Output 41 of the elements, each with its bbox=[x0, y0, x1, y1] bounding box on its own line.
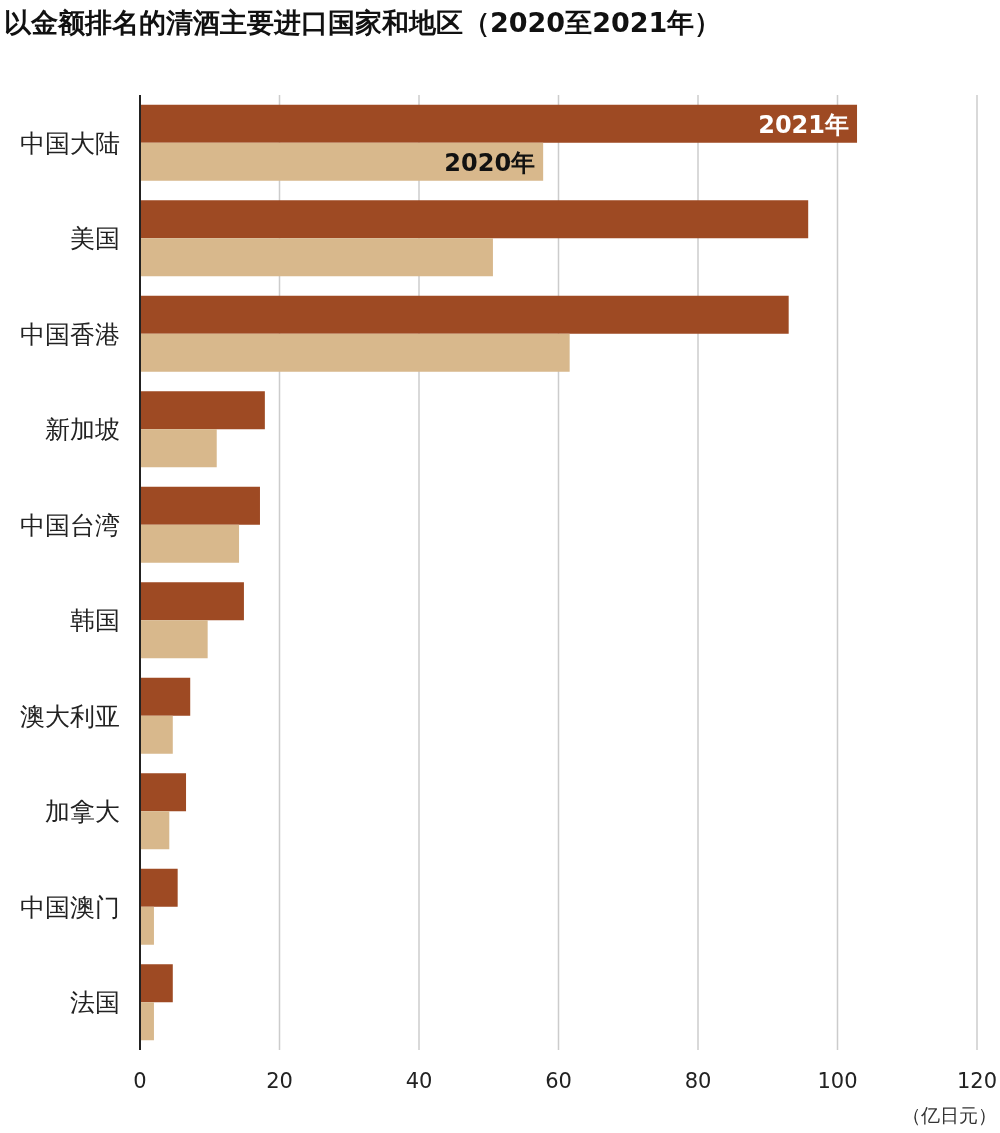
x-tick-label: 40 bbox=[405, 1069, 433, 1093]
bar bbox=[140, 429, 217, 468]
bar bbox=[140, 200, 809, 239]
y-tick-label: 法国 bbox=[70, 988, 120, 1018]
x-tick-label: 0 bbox=[133, 1069, 147, 1093]
bar bbox=[140, 773, 187, 812]
bar bbox=[140, 391, 265, 430]
x-tick-label: 120 bbox=[956, 1069, 998, 1093]
bar bbox=[140, 868, 178, 907]
series-label: 2021年 bbox=[758, 110, 850, 139]
x-tick-label: 100 bbox=[817, 1069, 858, 1093]
bar bbox=[140, 620, 208, 659]
bar bbox=[140, 677, 191, 716]
x-axis-title: （亿日元） bbox=[902, 1104, 997, 1126]
bar bbox=[140, 238, 493, 277]
bar bbox=[140, 811, 170, 850]
bar bbox=[140, 964, 173, 1003]
x-tick-label: 60 bbox=[545, 1069, 572, 1093]
y-tick-label: 韩国 bbox=[70, 606, 120, 636]
bar bbox=[140, 906, 154, 945]
chart-title: 以金额排名的清酒主要进口国家和地区（2020至2021年） bbox=[4, 7, 722, 38]
bar bbox=[140, 142, 544, 181]
y-tick-label: 新加坡 bbox=[45, 415, 120, 445]
bar bbox=[140, 333, 570, 372]
y-tick-label: 中国大陆 bbox=[20, 128, 120, 158]
bar bbox=[140, 524, 240, 563]
y-tick-label: 中国澳门 bbox=[20, 892, 120, 922]
series-label: 2020年 bbox=[444, 148, 536, 177]
y-tick-label: 中国香港 bbox=[20, 319, 120, 349]
bar bbox=[140, 582, 244, 621]
y-tick-label: 加拿大 bbox=[45, 797, 120, 827]
bar bbox=[140, 295, 789, 334]
x-tick-label: 80 bbox=[684, 1069, 712, 1093]
y-tick-label: 澳大利亚 bbox=[20, 701, 120, 731]
bar bbox=[140, 715, 173, 754]
bar bbox=[140, 104, 858, 143]
y-tick-label: 美国 bbox=[70, 224, 120, 254]
bar bbox=[140, 1002, 154, 1041]
y-tick-label: 中国台湾 bbox=[20, 510, 120, 540]
bar bbox=[140, 486, 260, 525]
x-tick-label: 20 bbox=[266, 1069, 293, 1093]
